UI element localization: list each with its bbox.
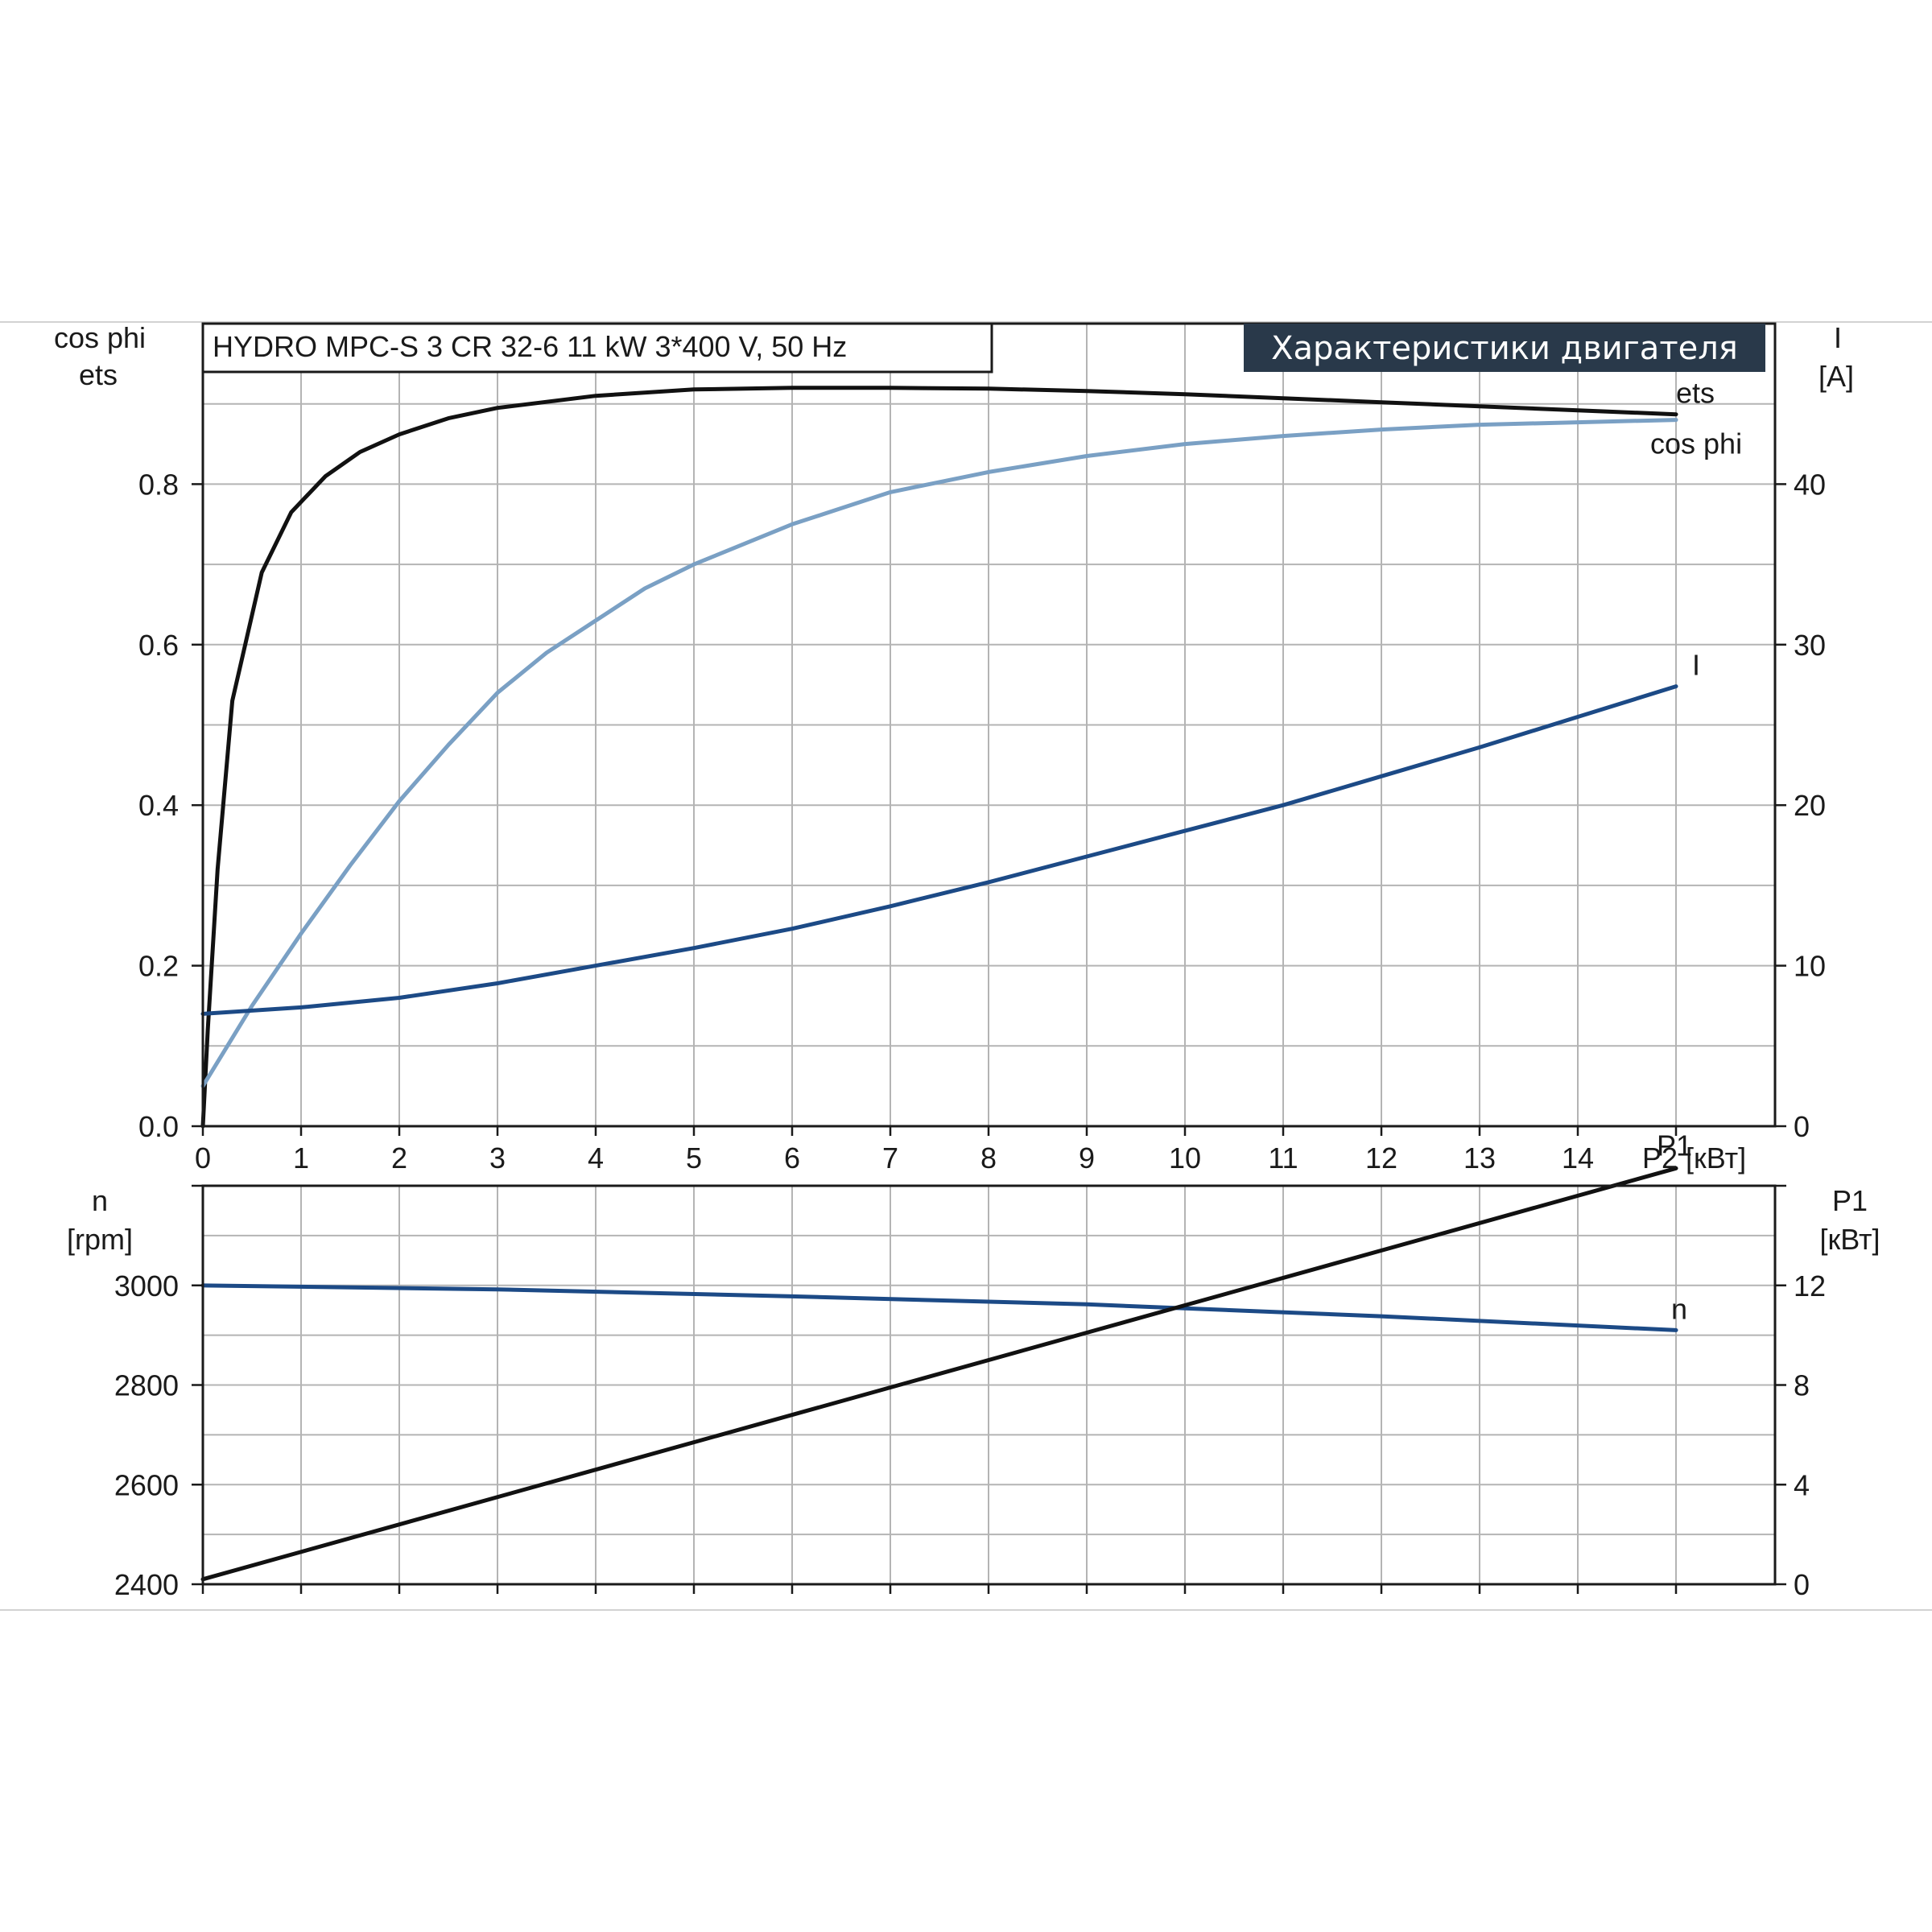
- x-tick-label: 12: [1365, 1141, 1397, 1174]
- series-p1-label: P1: [1657, 1129, 1692, 1162]
- top-left-tick-label: 0.8: [138, 468, 179, 501]
- x-tick-label: 8: [980, 1141, 997, 1174]
- series-cos-phi-line: [200, 418, 1678, 1088]
- x-tick-label: 2: [391, 1141, 407, 1174]
- bottom-right-tick-label: 8: [1794, 1369, 1810, 1402]
- bottom-right-tick-label: 12: [1794, 1269, 1826, 1302]
- x-tick-label: 14: [1562, 1141, 1594, 1174]
- bottom-panel-grid: [203, 1186, 1775, 1584]
- series-p1-line: [200, 1166, 1678, 1582]
- bottom-left-axis-label-1: n: [92, 1184, 108, 1217]
- top-right-tick-label: 0: [1794, 1110, 1810, 1143]
- bottom-right-axis-label-1: P1: [1832, 1184, 1868, 1217]
- chart-title: HYDRO MPC-S 3 CR 32-6 11 kW 3*400 V, 50 …: [213, 330, 847, 363]
- x-tick-label: 13: [1463, 1141, 1496, 1174]
- x-tick-label: 0: [195, 1141, 211, 1174]
- bottom-right-tick-label: 0: [1794, 1568, 1810, 1601]
- x-tick-label: 3: [489, 1141, 506, 1174]
- top-panel-curves: ets cos phi I: [200, 377, 1742, 1129]
- top-right-axis-label-2: [A]: [1818, 360, 1854, 393]
- top-left-tick-label: 0.6: [138, 629, 179, 662]
- x-tick-label: 10: [1169, 1141, 1201, 1174]
- top-left-tick-label: 0.2: [138, 950, 179, 983]
- x-tick-label: 11: [1268, 1141, 1298, 1174]
- top-right-tick-label: 20: [1794, 789, 1826, 822]
- top-left-tick-label: 0.4: [138, 789, 179, 822]
- bottom-left-tick-label: 2400: [114, 1568, 179, 1601]
- x-tick-label: 4: [588, 1141, 604, 1174]
- x-tick-label: 1: [293, 1141, 309, 1174]
- x-tick-label: 5: [686, 1141, 702, 1174]
- series-ets-label: ets: [1676, 377, 1715, 410]
- top-right-tick-label: 30: [1794, 629, 1826, 662]
- bottom-left-axis-label-2: [rpm]: [67, 1223, 133, 1256]
- bottom-panel-curves: n P1: [200, 1129, 1692, 1582]
- top-right-tick-label: 40: [1794, 468, 1826, 501]
- series-cos-phi-label: cos phi: [1650, 427, 1742, 460]
- series-i-line: [200, 684, 1678, 1016]
- chart-title-box: [201, 322, 993, 374]
- bottom-right-tick-label: 4: [1794, 1468, 1810, 1501]
- x-tick-label: 7: [882, 1141, 898, 1174]
- x-axis-label: P2 [кВт]: [1642, 1141, 1746, 1174]
- motor-characteristics-badge-label: Характеристики двигателя: [1271, 330, 1738, 367]
- bottom-panel-ticks: 2400 2600 2800 3000 0 4 8 12: [114, 1184, 1826, 1601]
- top-left-axis-label-1: cos phi: [54, 321, 146, 354]
- bottom-left-tick-label: 2600: [114, 1468, 179, 1501]
- bottom-left-tick-label: 2800: [114, 1369, 179, 1402]
- top-panel-grid: [203, 324, 1775, 1126]
- x-tick-label: 9: [1079, 1141, 1095, 1174]
- motor-characteristics-badge: [1244, 324, 1765, 372]
- top-left-axis-label-2: ets: [79, 358, 118, 391]
- top-right-axis-label-1: I: [1834, 321, 1842, 354]
- top-left-tick-label: 0.0: [138, 1110, 179, 1143]
- bottom-right-axis-label-2: [кВт]: [1819, 1223, 1880, 1256]
- series-ets-line: [200, 386, 1678, 1129]
- x-tick-label: 6: [784, 1141, 800, 1174]
- series-n-label: n: [1671, 1292, 1687, 1325]
- series-n-line: [200, 1283, 1678, 1332]
- bottom-left-tick-label: 3000: [114, 1269, 179, 1302]
- top-right-tick-label: 10: [1794, 950, 1826, 983]
- series-i-label: I: [1692, 649, 1700, 682]
